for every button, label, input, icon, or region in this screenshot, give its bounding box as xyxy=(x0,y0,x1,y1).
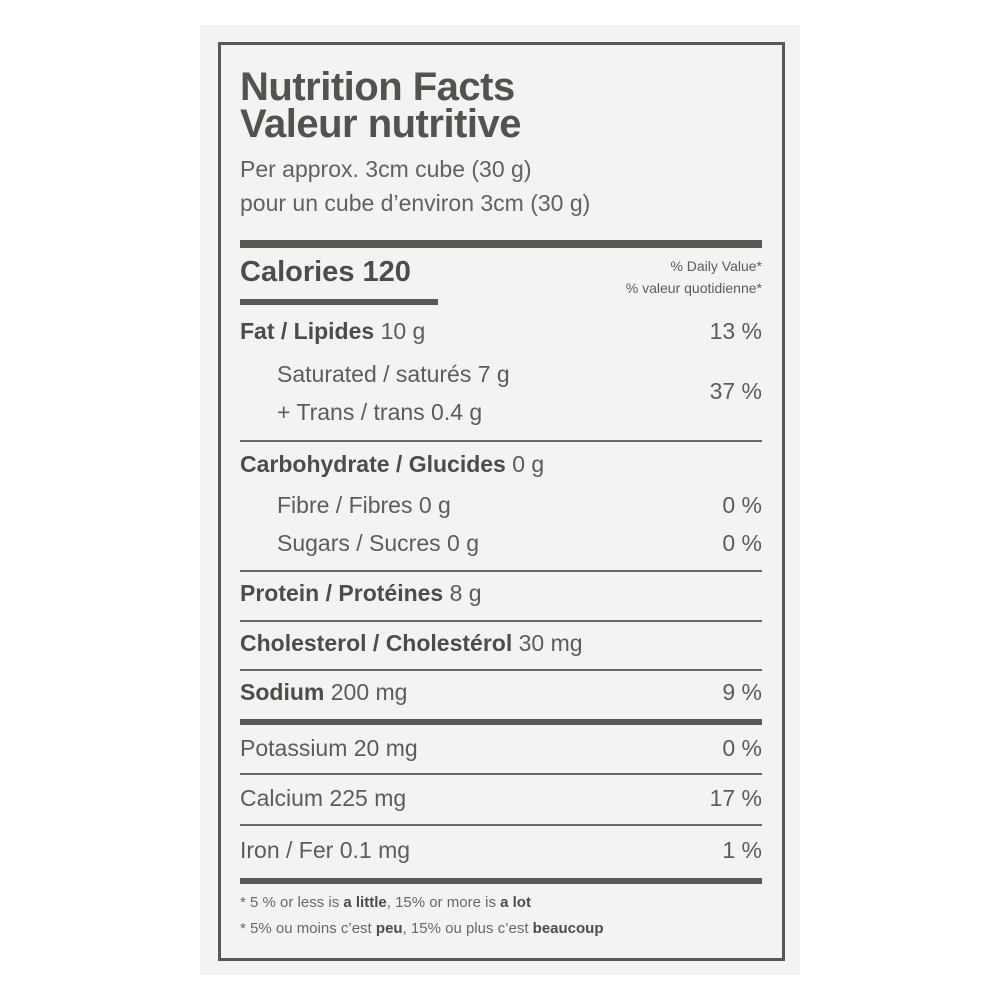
dv-fibre: 0 % xyxy=(722,492,762,518)
nutrient-fat: Fat / Lipides 10 g xyxy=(240,318,426,344)
dv-calcium: 17 % xyxy=(709,785,762,811)
nutrient-cholesterol: Cholesterol / Cholestérol 30 mg xyxy=(240,630,583,656)
thick-divider xyxy=(240,878,762,884)
nutrient-fibre: Fibre / Fibres 0 g xyxy=(277,492,451,518)
thick-divider xyxy=(240,240,762,248)
footnote-en: * 5 % or less is a little, 15% or more i… xyxy=(240,894,531,911)
nutrient-iron: Iron / Fer 0.1 mg xyxy=(240,837,411,863)
nutrient-trans: + Trans / trans 0.4 g xyxy=(277,399,483,425)
dv-saturated-trans: 37 % xyxy=(709,378,762,404)
dv-potassium: 0 % xyxy=(722,735,762,761)
dv-iron: 1 % xyxy=(722,837,762,863)
nutrient-sugars: Sugars / Sucres 0 g xyxy=(277,530,480,556)
dv-header-en: % Daily Value* xyxy=(670,258,762,274)
label-border xyxy=(218,42,785,961)
divider xyxy=(240,570,762,572)
calories-divider xyxy=(240,299,438,305)
nutrient-sodium: Sodium 200 mg xyxy=(240,679,408,705)
serving-size-en: Per approx. 3cm cube (30 g) xyxy=(240,156,532,182)
nutrient-protein: Protein / Protéines 8 g xyxy=(240,580,482,606)
title-fr: Valeur nutritive xyxy=(240,102,521,146)
serving-size-fr: pour un cube d’environ 3cm (30 g) xyxy=(240,190,591,216)
dv-sugars: 0 % xyxy=(722,530,762,556)
divider xyxy=(240,773,762,775)
title-en: Nutrition Facts xyxy=(240,65,515,109)
dv-sodium: 9 % xyxy=(722,679,762,705)
nutrient-calcium: Calcium 225 mg xyxy=(240,785,407,811)
nutrient-carbohydrate: Carbohydrate / Glucides 0 g xyxy=(240,451,545,477)
nutrient-potassium: Potassium 20 mg xyxy=(240,735,418,761)
divider xyxy=(240,620,762,622)
divider xyxy=(240,440,762,442)
calories: Calories 120 xyxy=(240,256,411,288)
thick-divider xyxy=(240,719,762,725)
divider xyxy=(240,669,762,671)
label-background xyxy=(200,25,800,975)
dv-fat: 13 % xyxy=(709,318,762,344)
nutrient-saturated: Saturated / saturés 7 g xyxy=(277,361,510,387)
divider xyxy=(240,824,762,826)
footnote-fr: * 5% ou moins c’est peu, 15% ou plus c’e… xyxy=(240,920,604,937)
dv-header-fr: % valeur quotidienne* xyxy=(625,280,762,296)
